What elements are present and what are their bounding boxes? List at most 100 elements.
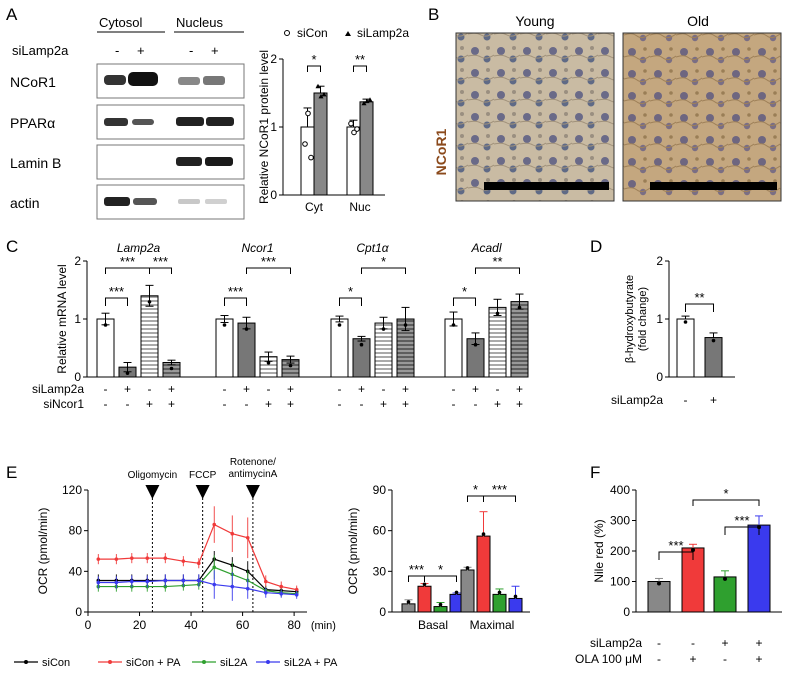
condition-sign: +	[472, 382, 479, 396]
y-axis-label: Nile red (%)	[592, 519, 606, 582]
data-point	[691, 547, 695, 552]
bar	[460, 569, 475, 613]
sig-label: ***	[261, 254, 276, 269]
condition-sign: -	[267, 382, 271, 396]
y-tick-label: 1	[270, 120, 277, 134]
bar	[444, 318, 463, 378]
chart-d-bhb: 0 1 2 β-hydroxybutyrate (fold change) - + siLam…	[611, 254, 735, 407]
column-label-old: Old	[687, 13, 709, 29]
bar	[237, 322, 256, 378]
row-label: siLamp2a	[32, 382, 84, 396]
condition-sign: -	[104, 397, 108, 411]
condition-sign: -	[338, 397, 342, 411]
sig-label: *	[348, 284, 353, 299]
data-point	[351, 129, 357, 136]
x-tick-label: 20	[133, 618, 147, 632]
sig-label: *	[462, 284, 467, 299]
condition-sign: -	[684, 393, 688, 407]
y-axis-label: β-hydroxybutyrate	[624, 275, 636, 363]
y-tick-label: 0	[623, 605, 630, 619]
sig-bracket	[658, 551, 694, 560]
data-point	[230, 531, 235, 536]
data-point	[497, 590, 502, 595]
y-tick-label: 2	[270, 52, 277, 66]
blot-row-label: actin	[10, 195, 40, 211]
condition-sign: +	[402, 382, 409, 396]
injection-arrow	[195, 485, 210, 499]
blot-band	[205, 199, 227, 204]
bar	[300, 126, 315, 196]
condition-sign: -	[148, 382, 152, 396]
bar	[747, 524, 771, 613]
sig-label: *	[438, 562, 443, 577]
panel-letter-f: F	[590, 463, 600, 482]
scale-bar	[650, 182, 777, 190]
condition-sign: -	[474, 397, 478, 411]
condition-sign: +	[516, 397, 523, 411]
data-point	[145, 556, 150, 560]
data-point	[422, 582, 427, 587]
y-tick-label: 80	[69, 524, 83, 538]
sig-label: ***	[120, 254, 135, 269]
sig-bracket	[224, 297, 247, 306]
legend-label: siCon + PA	[126, 657, 181, 669]
data-point	[657, 581, 661, 586]
scale-bar	[484, 182, 609, 190]
condition-sign: +	[287, 397, 294, 411]
legend-label: siCon	[42, 657, 70, 669]
condition-sign: +	[755, 636, 762, 650]
data-point	[181, 559, 186, 563]
condition-sign: +	[358, 382, 365, 396]
chart-f-nilered: 0 100 200 300 400 Nile red (%) - - - + + - + + siLamp2…	[575, 483, 782, 666]
y-tick-label: 2	[74, 254, 81, 268]
data-point	[279, 591, 284, 596]
gene-label: Acadl	[470, 241, 501, 255]
sig-label: ***	[153, 254, 168, 269]
condition-sign: -	[223, 397, 227, 411]
stain-label: NCoR1	[433, 128, 449, 175]
data-point	[263, 579, 268, 584]
blot-band	[133, 198, 157, 205]
data-point	[279, 584, 284, 589]
condition-sign: -	[382, 382, 386, 396]
blot-row-label: NCoR1	[10, 74, 56, 90]
panel-letter-b: B	[428, 5, 439, 24]
sig-bracket	[692, 499, 760, 506]
panel-letter-e: E	[6, 463, 17, 482]
micrograph-old	[622, 32, 782, 202]
row-label: siLamp2a	[590, 636, 642, 650]
data-point	[723, 576, 727, 581]
sig-bracket	[483, 495, 516, 502]
condition-sign: -	[223, 382, 227, 396]
y-tick-label: 1	[74, 312, 81, 326]
histology: Young Old NCoR1	[433, 13, 782, 202]
blot-band	[176, 157, 202, 166]
data-point	[196, 578, 201, 583]
sig-bracket	[453, 297, 476, 306]
x-tick-label: Basal	[418, 618, 448, 632]
blot-band	[132, 119, 154, 125]
sirna-label: siLamp2a	[12, 43, 69, 58]
blot-band	[178, 199, 200, 204]
sig-label: ***	[734, 513, 749, 528]
x-tick-label: 80	[287, 618, 301, 632]
data-point	[288, 363, 293, 368]
data-point	[403, 323, 408, 327]
data-point	[348, 120, 354, 127]
data-point	[266, 360, 271, 365]
x-tick-label: Nuc	[349, 200, 370, 214]
legend-label: siLamp2a	[357, 26, 409, 40]
injection-arrow	[145, 485, 160, 499]
sig-label: **	[355, 52, 365, 67]
data-point	[451, 323, 456, 327]
data-point	[212, 522, 217, 527]
y-tick-label: 0	[270, 188, 277, 202]
sig-label: ***	[228, 284, 243, 299]
injection-label: antimycinA	[228, 469, 277, 480]
data-point	[212, 582, 217, 587]
y-tick-label: 90	[373, 483, 387, 497]
condition-sign: +	[380, 397, 387, 411]
y-tick-label: 2	[656, 254, 663, 268]
legend-item: siL2A	[192, 657, 248, 669]
data-point	[96, 557, 101, 561]
